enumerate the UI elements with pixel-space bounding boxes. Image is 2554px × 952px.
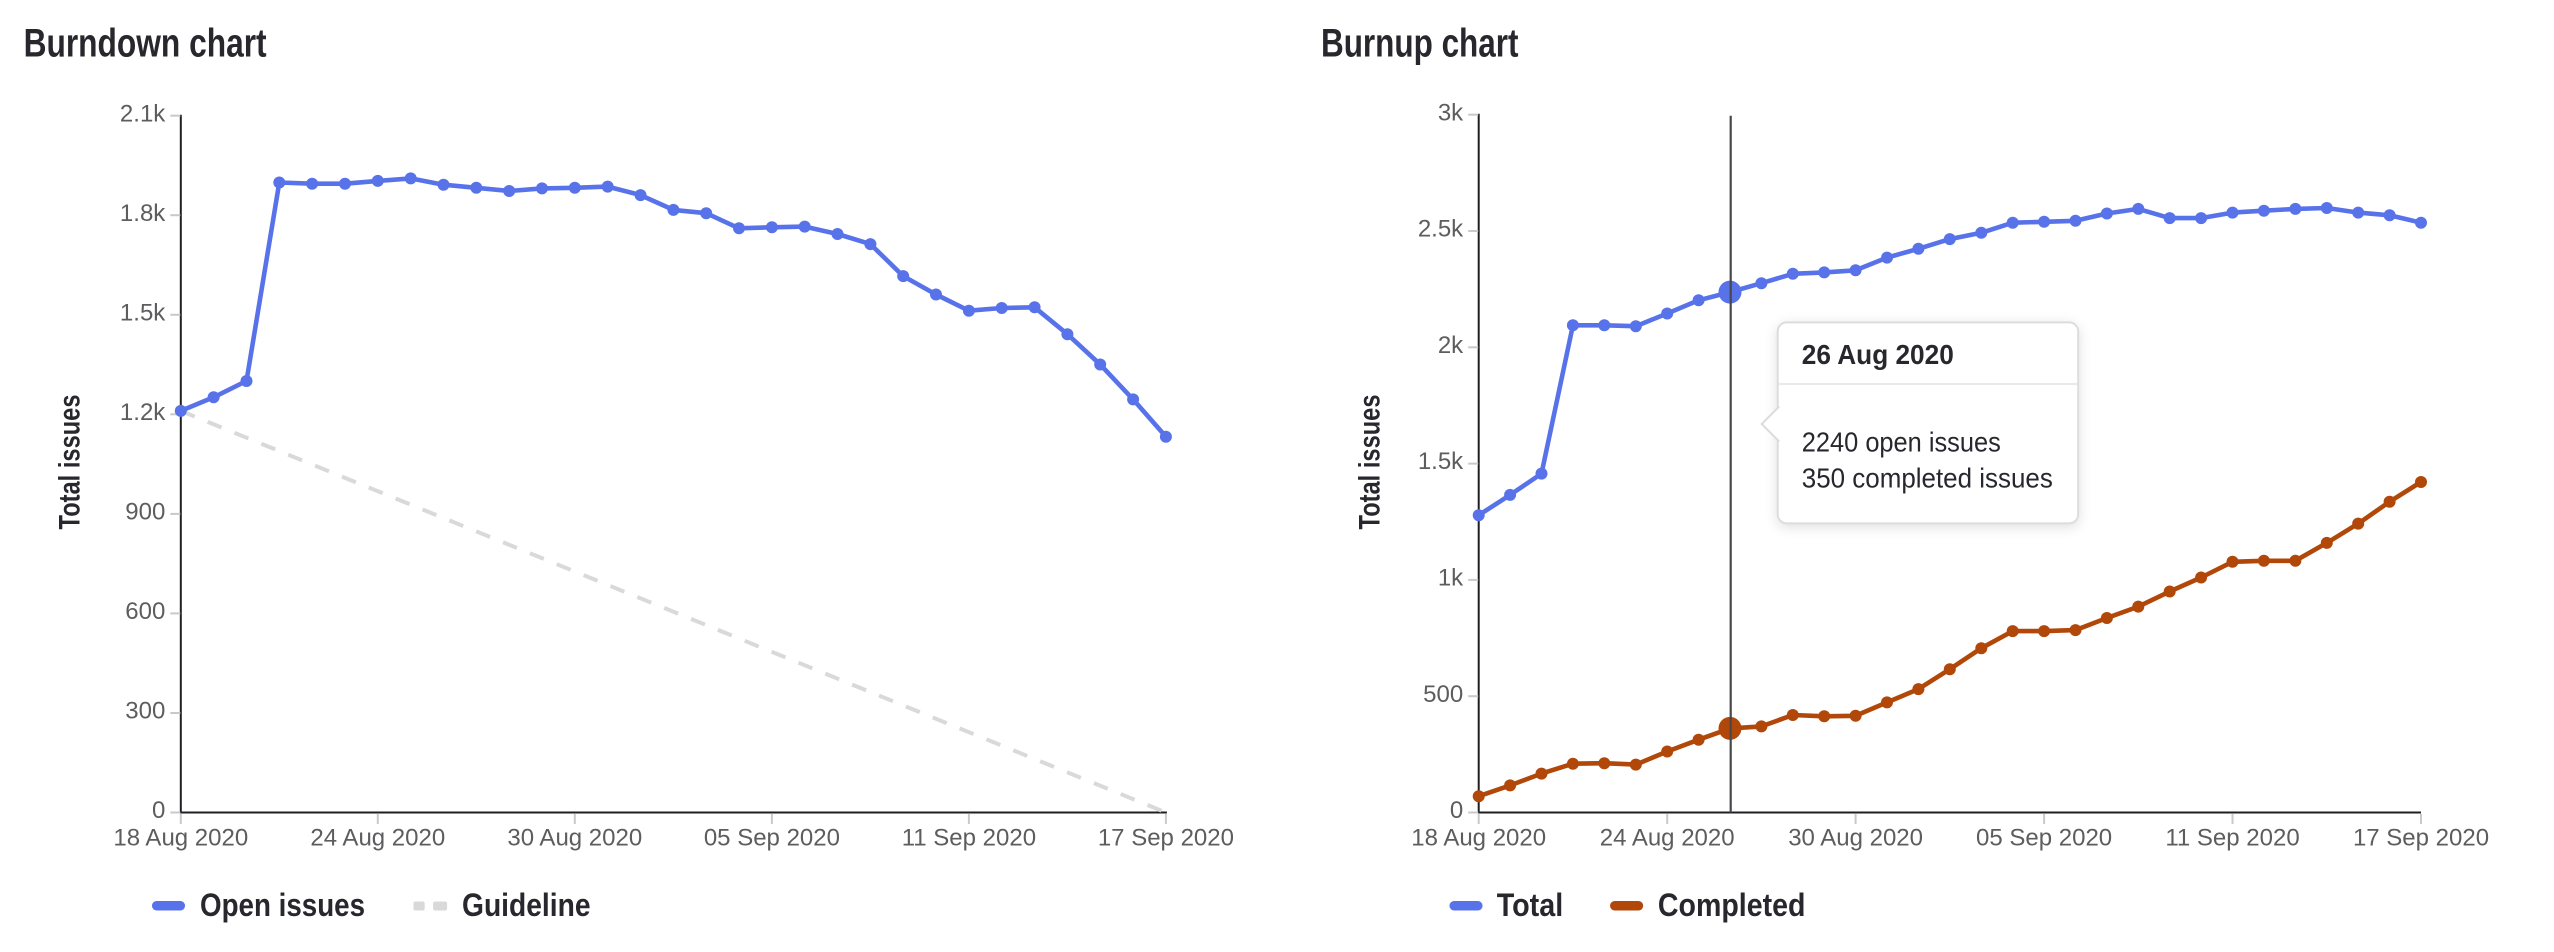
- svg-text:17 Sep 2020: 17 Sep 2020: [1098, 825, 1234, 852]
- svg-text:24 Aug 2020: 24 Aug 2020: [310, 825, 445, 852]
- svg-text:26 Aug 2020: 26 Aug 2020: [1802, 339, 1954, 370]
- svg-text:05 Sep 2020: 05 Sep 2020: [1976, 825, 2112, 852]
- svg-text:350 completed issues: 350 completed issues: [1802, 463, 2053, 494]
- svg-text:300: 300: [125, 698, 165, 725]
- svg-text:Total: Total: [1497, 887, 1564, 923]
- svg-text:24 Aug 2020: 24 Aug 2020: [1600, 825, 1735, 852]
- svg-text:17 Sep 2020: 17 Sep 2020: [2353, 825, 2489, 852]
- svg-text:Completed: Completed: [1658, 887, 1806, 923]
- svg-text:Guideline: Guideline: [462, 887, 591, 923]
- svg-text:1.8k: 1.8k: [120, 200, 166, 227]
- svg-text:2.5k: 2.5k: [1418, 216, 1464, 243]
- svg-text:05 Sep 2020: 05 Sep 2020: [704, 825, 840, 852]
- svg-text:Burndown chart: Burndown chart: [24, 21, 267, 65]
- svg-text:18 Aug 2020: 18 Aug 2020: [113, 825, 248, 852]
- svg-text:Burnup chart: Burnup chart: [1321, 21, 1519, 65]
- svg-text:30 Aug 2020: 30 Aug 2020: [1788, 825, 1923, 852]
- svg-text:2240 open issues: 2240 open issues: [1802, 427, 2001, 458]
- svg-text:Total issues: Total issues: [1354, 395, 1387, 530]
- svg-text:0: 0: [152, 797, 165, 824]
- svg-text:11 Sep 2020: 11 Sep 2020: [2165, 825, 2299, 852]
- svg-text:3k: 3k: [1438, 99, 1464, 126]
- svg-text:1.2k: 1.2k: [120, 399, 166, 426]
- svg-text:600: 600: [125, 598, 165, 625]
- svg-text:900: 900: [125, 499, 165, 526]
- svg-text:1.5k: 1.5k: [120, 299, 166, 326]
- svg-text:1k: 1k: [1438, 565, 1464, 592]
- svg-text:500: 500: [1423, 681, 1463, 708]
- svg-text:Total issues: Total issues: [54, 395, 87, 530]
- svg-text:11 Sep 2020: 11 Sep 2020: [902, 825, 1036, 852]
- svg-text:2k: 2k: [1438, 332, 1464, 359]
- svg-text:18 Aug 2020: 18 Aug 2020: [1411, 825, 1546, 852]
- svg-text:1.5k: 1.5k: [1418, 448, 1464, 475]
- svg-text:Open issues: Open issues: [200, 887, 365, 923]
- svg-text:2.1k: 2.1k: [120, 100, 166, 127]
- svg-text:0: 0: [1450, 797, 1463, 824]
- svg-text:30 Aug 2020: 30 Aug 2020: [507, 825, 642, 852]
